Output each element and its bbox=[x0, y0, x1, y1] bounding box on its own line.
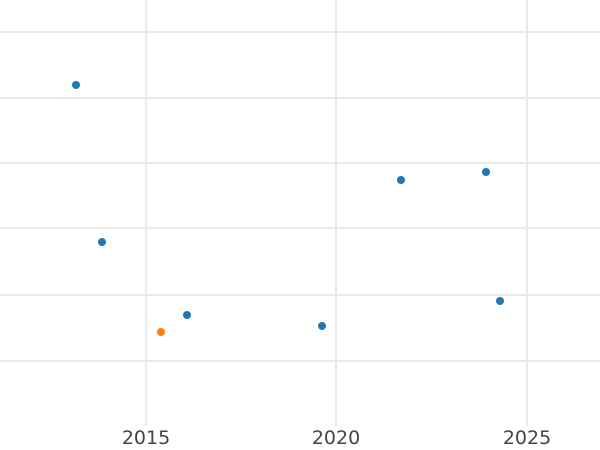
data-point-orange-series[interactable] bbox=[157, 328, 165, 336]
x-tick-label-2025: 2025 bbox=[502, 427, 552, 449]
data-point-blue-series[interactable] bbox=[318, 322, 326, 330]
data-point-blue-series[interactable] bbox=[397, 176, 405, 184]
data-point-blue-series[interactable] bbox=[98, 238, 106, 246]
data-point-blue-series[interactable] bbox=[482, 168, 490, 176]
x-tick-label-2015: 2015 bbox=[121, 427, 171, 449]
data-point-blue-series[interactable] bbox=[72, 81, 80, 89]
data-point-blue-series[interactable] bbox=[496, 297, 504, 305]
data-point-blue-series[interactable] bbox=[183, 311, 191, 319]
x-tick-label-2020: 2020 bbox=[311, 427, 361, 449]
